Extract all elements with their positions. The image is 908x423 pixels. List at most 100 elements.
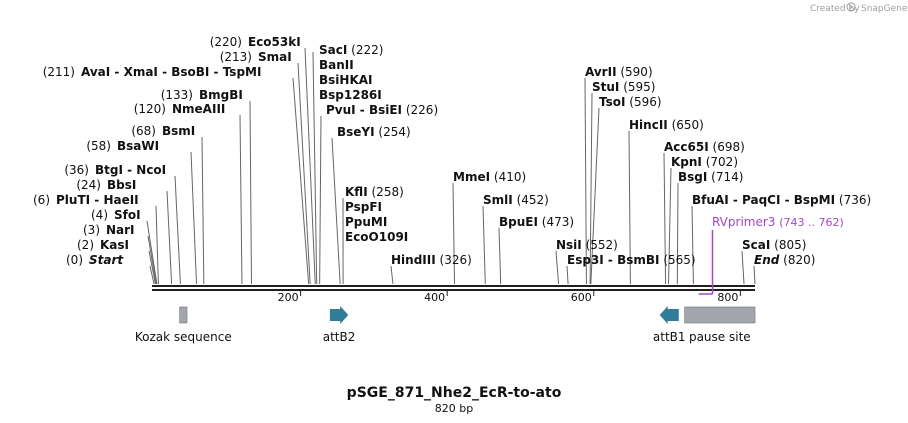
site-position: (473) bbox=[542, 215, 574, 229]
enzyme-name: NsiI bbox=[556, 238, 582, 252]
feature-pause-site[interactable]: pause site bbox=[684, 306, 756, 344]
site-label[interactable]: TsoI (596) bbox=[599, 95, 662, 109]
enzyme-name: BbsI bbox=[107, 178, 136, 192]
site-label[interactable]: MmeI (410) bbox=[453, 170, 526, 184]
site-smli[interactable]: SmlI (452) bbox=[483, 193, 549, 207]
site-sfoi[interactable]: SfoI (4) bbox=[91, 208, 141, 222]
site-pluti[interactable]: PluTI - HaeII (6) bbox=[33, 193, 139, 207]
site-label[interactable]: StuI (595) bbox=[592, 80, 656, 94]
site-label[interactable]: SmlI (452) bbox=[483, 193, 549, 207]
site-bpuei[interactable]: BpuEI (473) bbox=[499, 215, 574, 229]
snapgene-credit: Created by SnapGene bbox=[810, 2, 908, 14]
site-label[interactable]: HindIII (326) bbox=[391, 253, 472, 267]
site-label[interactable]: BbsI bbox=[107, 178, 136, 192]
site-label[interactable]: BtgI - NcoI bbox=[95, 163, 166, 177]
tick-label-400: 400 bbox=[424, 291, 445, 304]
site-position: (326) bbox=[440, 253, 472, 267]
feature-attb1[interactable]: attB1 bbox=[653, 306, 686, 344]
feature-attb2[interactable]: attB2 bbox=[323, 306, 356, 344]
site-bsmi[interactable]: BsmI (68) bbox=[131, 124, 195, 138]
site-label[interactable]: SmaI bbox=[258, 50, 292, 64]
primer-rvprimer3[interactable]: RVprimer3 (743 .. 762) bbox=[698, 215, 844, 295]
enzyme-name: End bbox=[754, 253, 780, 267]
site-nsii[interactable]: NsiI (552) bbox=[556, 238, 618, 252]
site-label[interactable]: NsiI (552) bbox=[556, 238, 618, 252]
enzyme-name: StuI bbox=[592, 80, 619, 94]
site-stui[interactable]: StuI (595) bbox=[592, 80, 656, 94]
site-label[interactable]: AvrII (590) bbox=[585, 65, 653, 79]
enzyme-name: BfuAI - PaqCI - BspMI bbox=[692, 193, 835, 207]
site-label[interactable]: BseYI (254) bbox=[337, 125, 411, 139]
site-position: (68) bbox=[131, 124, 156, 138]
site-bsgi[interactable]: BsgI (714) bbox=[678, 170, 743, 184]
site-label[interactable]: ScaI (805) bbox=[742, 238, 806, 252]
site-label-extra[interactable]: PpuMI bbox=[345, 215, 387, 229]
site-leader-2 bbox=[147, 235, 157, 285]
site-position: (0) bbox=[66, 253, 83, 267]
site-position: (736) bbox=[839, 193, 871, 207]
site-eco53ki[interactable]: Eco53kI (220) bbox=[210, 35, 301, 49]
site-mmei[interactable]: MmeI (410) bbox=[453, 170, 526, 184]
site-nari[interactable]: NarI (3) bbox=[83, 223, 135, 237]
site-nmeaiii[interactable]: NmeAIII (120) bbox=[134, 102, 226, 116]
site-btgi[interactable]: BtgI - NcoI (36) bbox=[64, 163, 166, 177]
site-tsoi[interactable]: TsoI (596) bbox=[599, 95, 662, 109]
site-label[interactable]: Start bbox=[89, 253, 124, 267]
site-label[interactable]: BsgI (714) bbox=[678, 170, 743, 184]
site-label[interactable]: KflI (258) bbox=[345, 185, 404, 199]
site-label[interactable]: Eco53kI bbox=[248, 35, 301, 49]
site-label[interactable]: Esp3I - BsmBI (565) bbox=[567, 253, 696, 267]
site-label[interactable]: BsmI bbox=[162, 124, 195, 138]
site-leader-12 bbox=[297, 62, 311, 285]
site-label-extra[interactable]: BanII bbox=[319, 58, 354, 72]
site-smai[interactable]: SmaI (213) bbox=[220, 50, 292, 64]
site-label[interactable]: End (820) bbox=[754, 253, 815, 267]
site-kpni[interactable]: KpnI (702) bbox=[671, 155, 738, 169]
site-label-extra[interactable]: PspFI bbox=[345, 200, 382, 214]
site-position: (24) bbox=[76, 178, 101, 192]
site-kasi[interactable]: KasI (2) bbox=[77, 238, 129, 252]
site-bfuai[interactable]: BfuAI - PaqCI - BspMI (736) bbox=[692, 193, 871, 207]
site-pvui[interactable]: PvuI - BsiEI (226) bbox=[326, 103, 438, 117]
site-end[interactable]: End (820) bbox=[754, 253, 815, 267]
site-label[interactable]: BfuAI - PaqCI - BspMI (736) bbox=[692, 193, 871, 207]
feature-kozak-sequence[interactable]: Kozak sequence bbox=[135, 306, 232, 344]
site-label[interactable]: SfoI bbox=[114, 208, 141, 222]
site-label[interactable]: BsaWI bbox=[117, 139, 159, 153]
sequence-backbone[interactable] bbox=[152, 285, 755, 291]
site-bsawi[interactable]: BsaWI (58) bbox=[86, 139, 159, 153]
site-label[interactable]: HincII (650) bbox=[629, 118, 704, 132]
site-label-extra[interactable]: EcoO109I bbox=[345, 230, 408, 244]
site-label[interactable]: BpuEI (473) bbox=[499, 215, 574, 229]
site-label[interactable]: PvuI - BsiEI (226) bbox=[326, 103, 438, 117]
site-acc65i[interactable]: Acc65I (698) bbox=[664, 140, 745, 154]
site-leader-21 bbox=[498, 227, 502, 285]
site-label-extra[interactable]: BsiHKAI bbox=[319, 73, 373, 87]
site-label[interactable]: BmgBI bbox=[199, 88, 243, 102]
enzyme-name: BpuEI bbox=[499, 215, 538, 229]
site-label[interactable]: KpnI (702) bbox=[671, 155, 738, 169]
site-avai[interactable]: AvaI - XmaI - BsoBI - TspMI (211) bbox=[43, 65, 262, 79]
site-label[interactable]: NmeAIII bbox=[172, 102, 225, 116]
site-esp3i[interactable]: Esp3I - BsmBI (565) bbox=[567, 253, 696, 267]
primer-label[interactable]: RVprimer3 (743 .. 762) bbox=[712, 215, 844, 229]
site-avrii[interactable]: AvrII (590) bbox=[585, 65, 653, 79]
site-label[interactable]: PluTI - HaeII bbox=[56, 193, 139, 207]
site-label[interactable]: AvaI - XmaI - BsoBI - TspMI bbox=[81, 65, 261, 79]
site-label[interactable]: NarI bbox=[106, 223, 135, 237]
site-scai[interactable]: ScaI (805) bbox=[742, 238, 806, 252]
site-leader-6 bbox=[174, 175, 181, 285]
site-label[interactable]: Acc65I (698) bbox=[664, 140, 745, 154]
site-hincii[interactable]: HincII (650) bbox=[629, 118, 704, 132]
site-bseyi[interactable]: BseYI (254) bbox=[337, 125, 411, 139]
site-bmgbi[interactable]: BmgBI (133) bbox=[161, 88, 243, 102]
site-label[interactable]: KasI bbox=[100, 238, 129, 252]
site-label-extra[interactable]: Bsp1286I bbox=[319, 88, 382, 102]
site-start[interactable]: Start (0) bbox=[66, 253, 124, 267]
site-bbsi[interactable]: BbsI (24) bbox=[76, 178, 136, 192]
site-hindiii[interactable]: HindIII (326) bbox=[391, 253, 472, 267]
site-position: (452) bbox=[517, 193, 549, 207]
site-label[interactable]: SacI (222) bbox=[319, 43, 383, 57]
